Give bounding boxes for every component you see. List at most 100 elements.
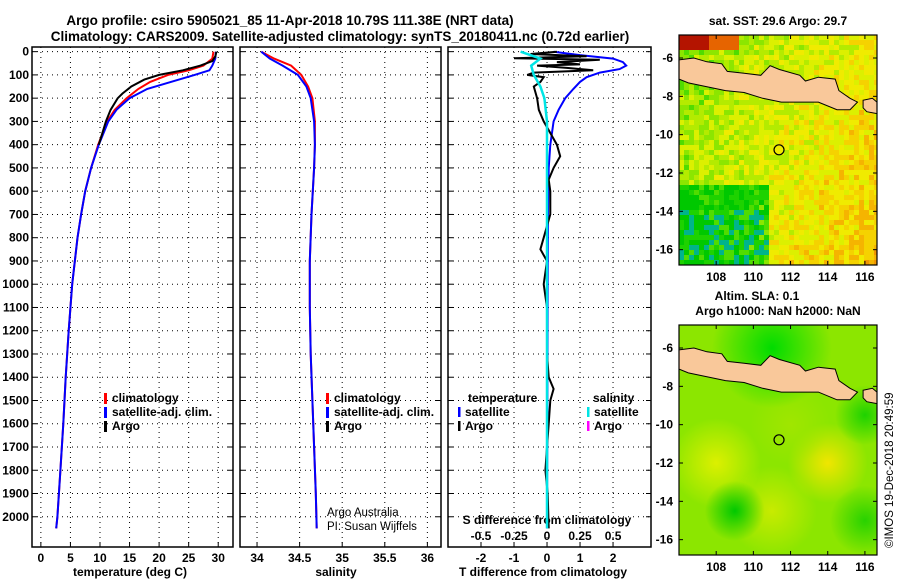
sst-cell xyxy=(874,195,877,200)
sst-cell xyxy=(859,100,864,105)
sst-cell xyxy=(699,180,704,185)
sst-cell xyxy=(679,150,684,155)
sst-cell xyxy=(824,165,829,170)
sst-cell xyxy=(819,115,824,120)
sst-cell xyxy=(829,150,834,155)
sst-cell xyxy=(759,115,764,120)
sst-cell xyxy=(819,185,824,190)
sst-cell xyxy=(839,125,844,130)
sst-cell xyxy=(699,155,704,160)
sst-cell xyxy=(739,40,744,45)
sst-cell xyxy=(869,35,874,40)
sst-cell xyxy=(834,245,839,250)
lat-tick-label: -10 xyxy=(656,128,674,142)
depth-tick-label: 1000 xyxy=(2,277,29,291)
sst-cell xyxy=(739,60,744,65)
sst-cell xyxy=(784,135,789,140)
difference-x-tick-label: -1 xyxy=(509,551,520,565)
sst-cell xyxy=(789,60,794,65)
sst-cell xyxy=(849,255,854,260)
sst-cell xyxy=(719,175,724,180)
sst-cell xyxy=(804,65,809,70)
sst-cell xyxy=(749,165,754,170)
sst-cell xyxy=(804,45,809,50)
sst-cell xyxy=(829,50,834,55)
sst-cell xyxy=(864,130,869,135)
sst-cell xyxy=(834,115,839,120)
lon-tick-label: 108 xyxy=(706,560,726,574)
sst-cell xyxy=(739,225,744,230)
sst-cell xyxy=(859,60,864,65)
sst-cell xyxy=(824,215,829,220)
sst-cell xyxy=(754,255,759,260)
sst-cell xyxy=(704,45,709,50)
sst-cell xyxy=(679,130,684,135)
sst-cell xyxy=(709,35,714,40)
sst-cell xyxy=(784,170,789,175)
sst-cell xyxy=(794,140,799,145)
sst-cell xyxy=(844,200,849,205)
sst-cell xyxy=(729,215,734,220)
sst-cell xyxy=(824,60,829,65)
sst-cell xyxy=(859,120,864,125)
legend-salinity-title: salinity xyxy=(593,391,635,405)
sst-cell xyxy=(799,40,804,45)
sst-cell xyxy=(849,140,854,145)
sst-cell xyxy=(784,220,789,225)
sst-cell xyxy=(869,230,874,235)
sst-cell xyxy=(714,145,719,150)
sst-cell xyxy=(829,225,834,230)
sst-cell xyxy=(739,200,744,205)
sst-cell xyxy=(819,35,824,40)
sst-cell xyxy=(694,230,699,235)
sst-cell xyxy=(819,190,824,195)
sst-cell xyxy=(854,165,859,170)
sst-cell xyxy=(744,255,749,260)
sst-cell xyxy=(839,85,844,90)
sst-cell xyxy=(814,55,819,60)
sst-cell xyxy=(844,150,849,155)
lat-tick-label: -12 xyxy=(656,166,674,180)
sst-cell xyxy=(779,190,784,195)
sst-cell xyxy=(874,175,877,180)
sst-cell xyxy=(744,50,749,55)
sst-cell xyxy=(704,120,709,125)
sst-cell xyxy=(859,115,864,120)
sst-cell xyxy=(764,180,769,185)
sst-cell xyxy=(864,135,869,140)
sst-cell xyxy=(739,120,744,125)
sst-cell xyxy=(774,35,779,40)
sst-cell xyxy=(704,135,709,140)
sst-cell xyxy=(719,130,724,135)
sst-cell xyxy=(694,215,699,220)
sst-cell xyxy=(699,170,704,175)
sst-cell xyxy=(744,235,749,240)
temperature-x-tick-label: 25 xyxy=(182,551,196,565)
sst-cell xyxy=(684,135,689,140)
sst-cell xyxy=(719,155,724,160)
sst-cell xyxy=(744,165,749,170)
sst-cell xyxy=(814,35,819,40)
sst-cell xyxy=(729,225,734,230)
sst-cell xyxy=(834,40,839,45)
sst-cell xyxy=(824,40,829,45)
sst-cell xyxy=(724,100,729,105)
sst-cell xyxy=(779,175,784,180)
sst-cell xyxy=(809,235,814,240)
sst-cell xyxy=(804,35,809,40)
sst-cell xyxy=(854,95,859,100)
sst-cell xyxy=(709,115,714,120)
sst-cell xyxy=(689,40,694,45)
sst-cell xyxy=(684,130,689,135)
sst-cell xyxy=(804,150,809,155)
sst-cell xyxy=(864,200,869,205)
sst-cell xyxy=(819,235,824,240)
sst-cell xyxy=(769,45,774,50)
sst-cell xyxy=(754,45,759,50)
sst-cell xyxy=(764,100,769,105)
sst-cell xyxy=(849,130,854,135)
sst-cell xyxy=(694,95,699,100)
sst-cell xyxy=(684,45,689,50)
sst-cell xyxy=(824,105,829,110)
sst-cell xyxy=(849,245,854,250)
